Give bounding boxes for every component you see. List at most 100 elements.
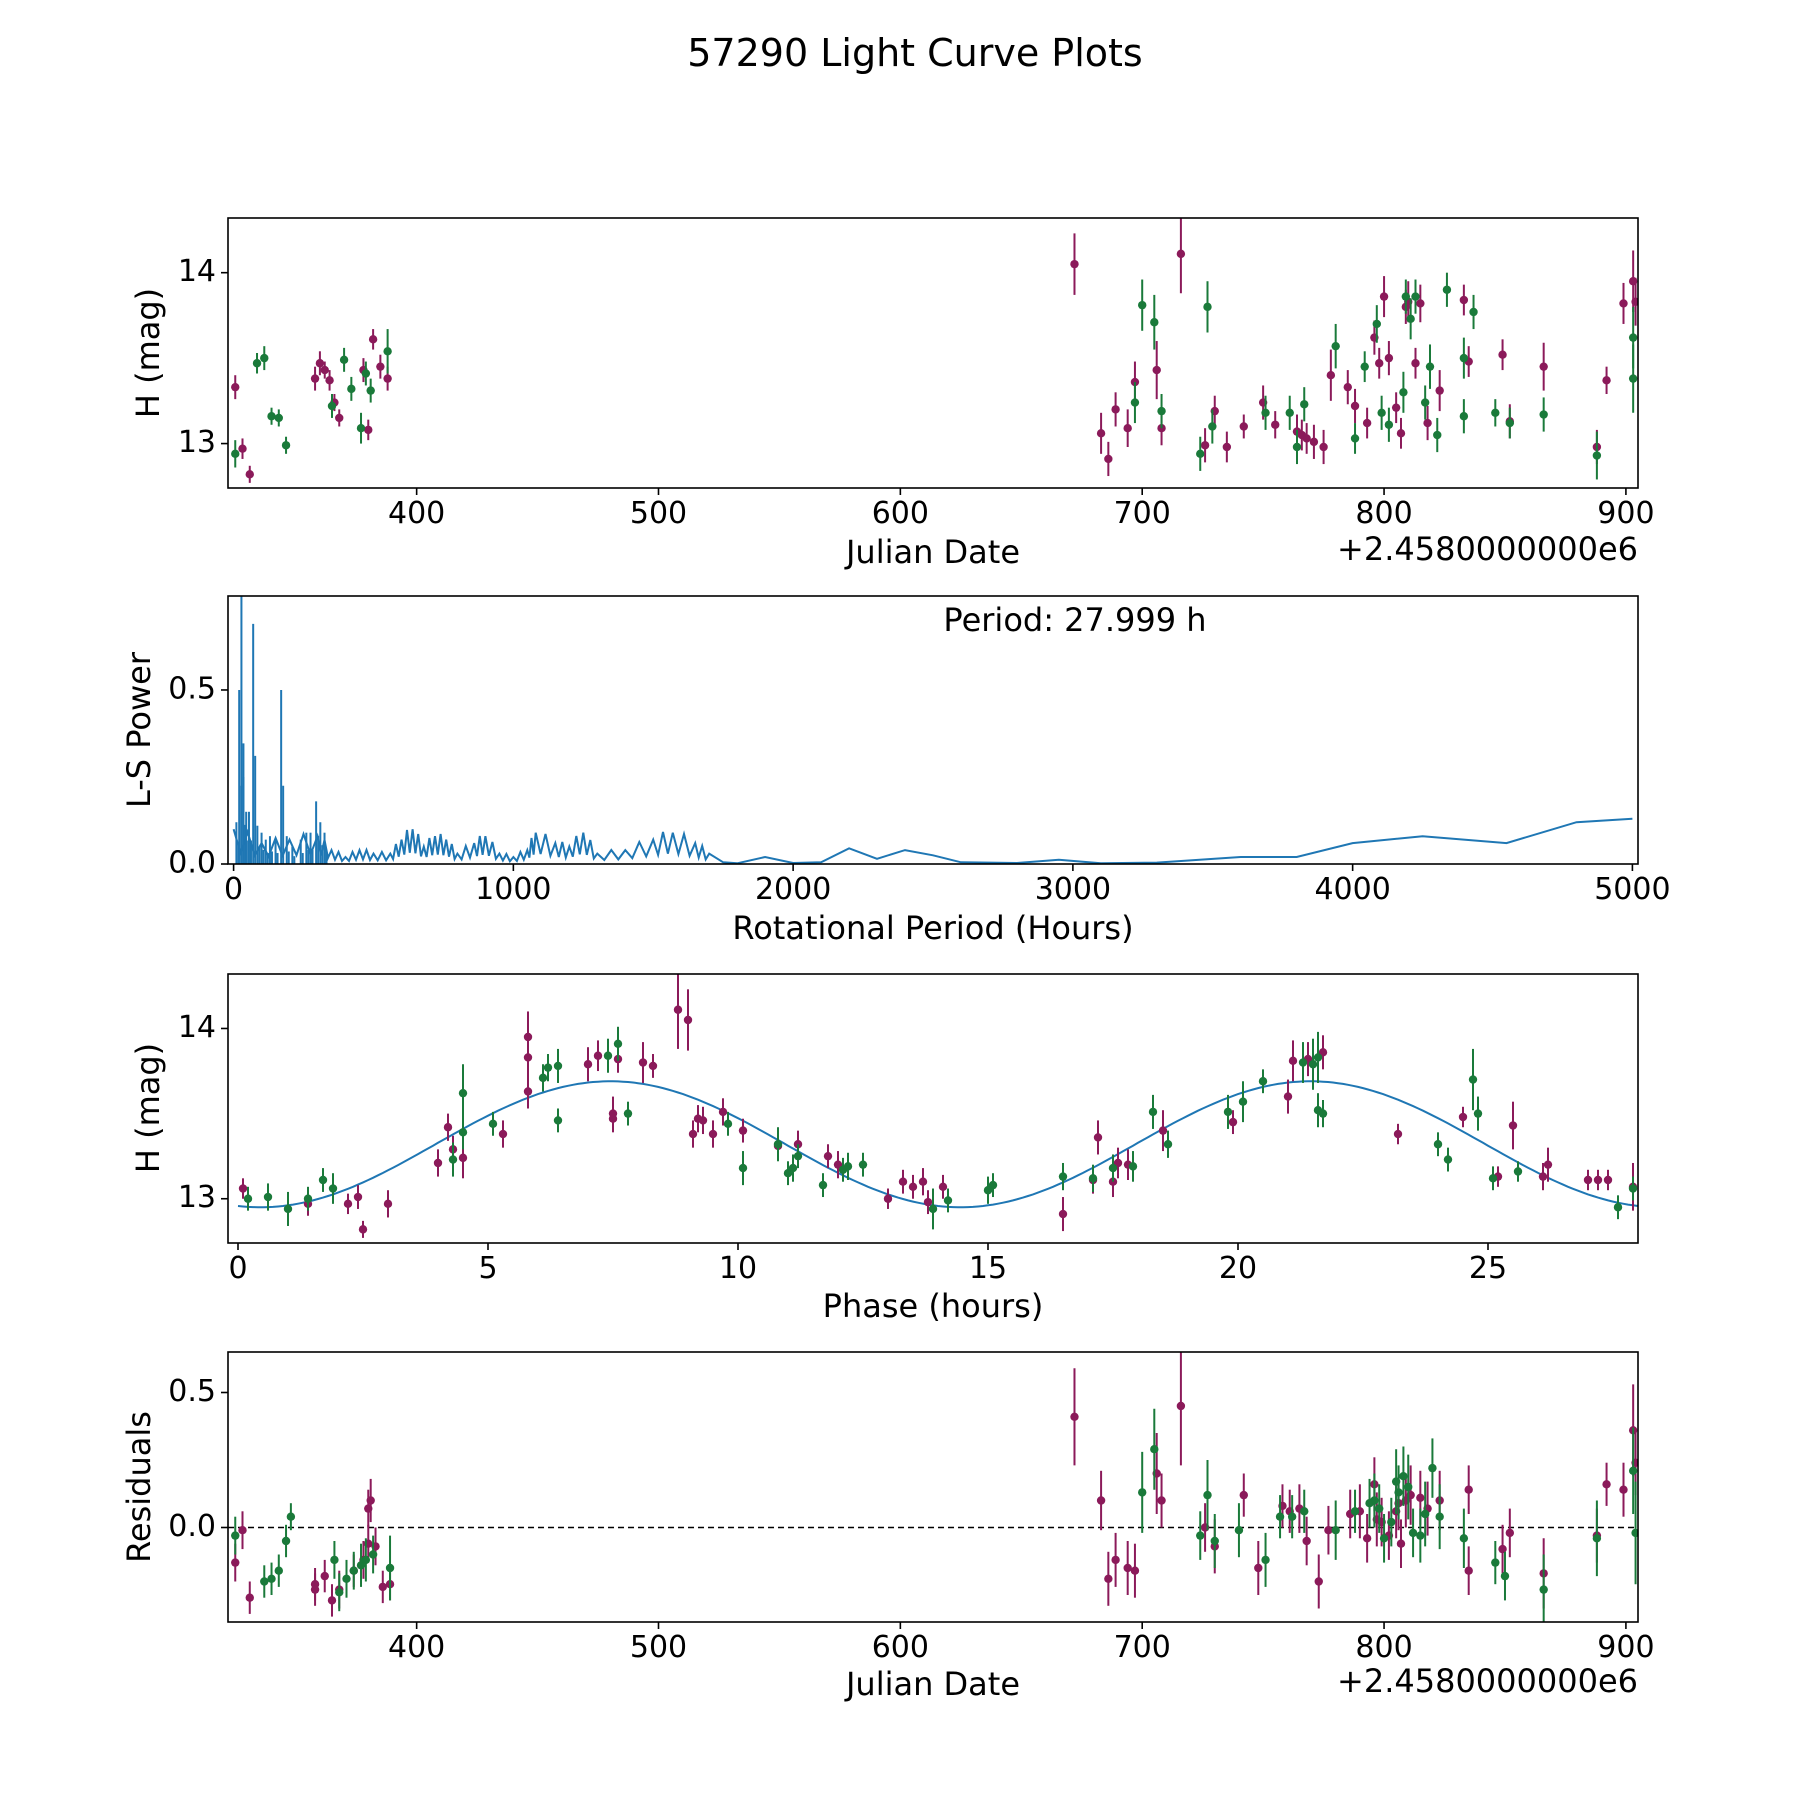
data-point: [231, 1531, 240, 1540]
data-point: [1058, 1172, 1068, 1181]
data-point: [1093, 1133, 1103, 1142]
data-point: [1464, 1485, 1473, 1494]
series-filter_a: [231, 218, 1638, 483]
data-point: [938, 1182, 948, 1192]
data-point: [1138, 300, 1147, 310]
data-point: [818, 1180, 828, 1190]
lightcurve-frame: [227, 217, 1639, 489]
x-tick-label: 25: [1469, 1251, 1507, 1286]
data-point: [267, 1574, 276, 1584]
data-point: [648, 1061, 658, 1071]
data-point: [1628, 1184, 1638, 1193]
data-point: [1261, 1555, 1270, 1565]
data-point: [928, 1204, 938, 1214]
data-point: [361, 369, 371, 378]
data-point: [1420, 398, 1430, 407]
data-point: [252, 359, 262, 368]
data-point: [1433, 430, 1442, 440]
phased-frame: [227, 973, 1639, 1244]
data-point: [1261, 408, 1270, 418]
data-point: [1070, 259, 1079, 269]
data-point: [943, 1196, 953, 1205]
data-point: [538, 1073, 548, 1083]
y-tick-label: 0.0: [168, 846, 216, 881]
data-point: [368, 335, 378, 344]
data-point: [364, 425, 373, 435]
x-tick-label: 500: [630, 1630, 687, 1665]
y-tick-label: 13: [178, 425, 216, 460]
y-tick-label: 14: [178, 254, 216, 289]
x-tick-label: 900: [1597, 496, 1654, 531]
data-point: [898, 1177, 908, 1186]
residuals-plot-area: [228, 1352, 1638, 1622]
data-point: [738, 1163, 748, 1173]
data-point: [281, 441, 291, 450]
data-point: [623, 1109, 633, 1118]
y-tick-label: 0.0: [168, 1509, 216, 1544]
data-point: [1411, 292, 1420, 301]
data-point: [281, 1536, 291, 1546]
phased-marks: [237, 974, 1638, 1238]
data-point: [1288, 1056, 1298, 1066]
data-point: [1350, 401, 1360, 411]
y-tick-label: 0.5: [168, 1374, 216, 1409]
data-point: [1423, 418, 1432, 428]
data-point: [1324, 1526, 1333, 1535]
data-point: [793, 1151, 803, 1161]
data-point: [1488, 1174, 1498, 1183]
series-filter_b: [231, 1408, 1638, 1622]
data-point: [608, 1114, 618, 1123]
data-point: [310, 374, 320, 383]
data-point: [330, 1555, 339, 1565]
data-point: [1498, 350, 1507, 359]
data-point: [274, 1566, 283, 1575]
data-point: [638, 1058, 648, 1067]
data-point: [603, 1051, 613, 1060]
data-point: [1176, 249, 1186, 259]
data-point: [1150, 318, 1159, 327]
data-point: [1384, 353, 1394, 363]
model-fit-line: [237, 1080, 1638, 1209]
data-point: [1396, 429, 1406, 438]
data-point: [358, 1225, 368, 1234]
data-point: [1130, 1566, 1140, 1575]
data-point: [1619, 1485, 1628, 1494]
data-point: [1628, 333, 1638, 342]
x-tick-label: 2000: [755, 872, 831, 907]
data-point: [1111, 405, 1120, 414]
data-point: [823, 1151, 833, 1161]
data-point: [1254, 1563, 1263, 1573]
x-tick-label: 500: [630, 496, 687, 531]
x-tick-label: 20: [1219, 1251, 1257, 1286]
data-point: [908, 1182, 918, 1192]
data-point: [238, 1184, 248, 1193]
data-point: [1150, 1445, 1159, 1454]
data-point: [1362, 1534, 1372, 1543]
data-point: [1505, 1528, 1515, 1538]
data-point: [1111, 1555, 1120, 1565]
data-point: [231, 382, 240, 392]
data-point: [349, 1566, 358, 1575]
periodogram-x-label: Rotational Period (Hours): [732, 909, 1133, 947]
data-point: [1539, 1585, 1548, 1594]
data-point: [1391, 403, 1401, 412]
series-filter_a: [238, 974, 1638, 1238]
data-point: [1275, 1512, 1285, 1521]
data-point: [1425, 362, 1435, 371]
data-point: [1459, 1534, 1469, 1543]
figure-title: 57290 Light Curve Plots: [687, 31, 1142, 75]
data-point: [1128, 1162, 1138, 1171]
data-point: [347, 384, 356, 394]
data-point: [1508, 1121, 1518, 1130]
residuals-marks: [228, 1352, 1638, 1622]
data-point: [1158, 1126, 1168, 1135]
lightcurve-ticks: 400 500 600 700 800 900 13 14: [178, 254, 1655, 531]
data-point: [698, 1116, 708, 1125]
lightcurve-x-offset: +2.4580000000e6: [1337, 530, 1638, 568]
data-point: [1513, 1167, 1523, 1176]
data-point: [723, 1119, 733, 1129]
data-point: [1096, 1496, 1106, 1505]
data-point: [443, 1123, 453, 1132]
data-point: [1314, 1577, 1323, 1586]
data-point: [1326, 371, 1336, 380]
